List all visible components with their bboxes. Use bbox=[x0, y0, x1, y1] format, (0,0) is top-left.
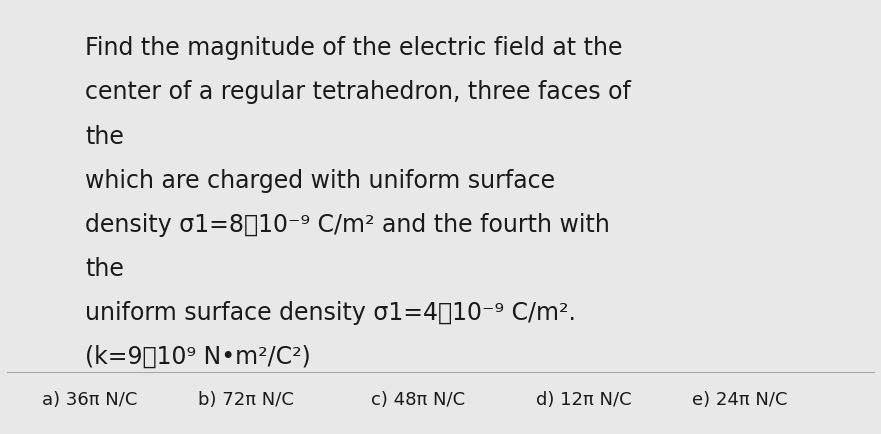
Text: density σ1=8⁲10⁻⁹ C/m² and the fourth with: density σ1=8⁲10⁻⁹ C/m² and the fourth wi… bbox=[85, 213, 610, 237]
Text: the: the bbox=[85, 125, 124, 148]
Text: the: the bbox=[85, 257, 124, 281]
Text: Find the magnitude of the electric field at the: Find the magnitude of the electric field… bbox=[85, 36, 623, 60]
Text: (k=9⁲10⁹ N•m²/C²): (k=9⁲10⁹ N•m²/C²) bbox=[85, 345, 311, 369]
Text: center of a regular tetrahedron, three faces of: center of a regular tetrahedron, three f… bbox=[85, 80, 631, 105]
Text: b) 72π N/C: b) 72π N/C bbox=[197, 391, 293, 409]
Text: uniform surface density σ1=4⁲10⁻⁹ C/m².: uniform surface density σ1=4⁲10⁻⁹ C/m². bbox=[85, 301, 576, 325]
Text: d) 12π N/C: d) 12π N/C bbox=[536, 391, 632, 409]
Text: c) 48π N/C: c) 48π N/C bbox=[371, 391, 465, 409]
Text: a) 36π N/C: a) 36π N/C bbox=[41, 391, 137, 409]
Text: which are charged with uniform surface: which are charged with uniform surface bbox=[85, 169, 555, 193]
Text: e) 24π N/C: e) 24π N/C bbox=[692, 391, 788, 409]
